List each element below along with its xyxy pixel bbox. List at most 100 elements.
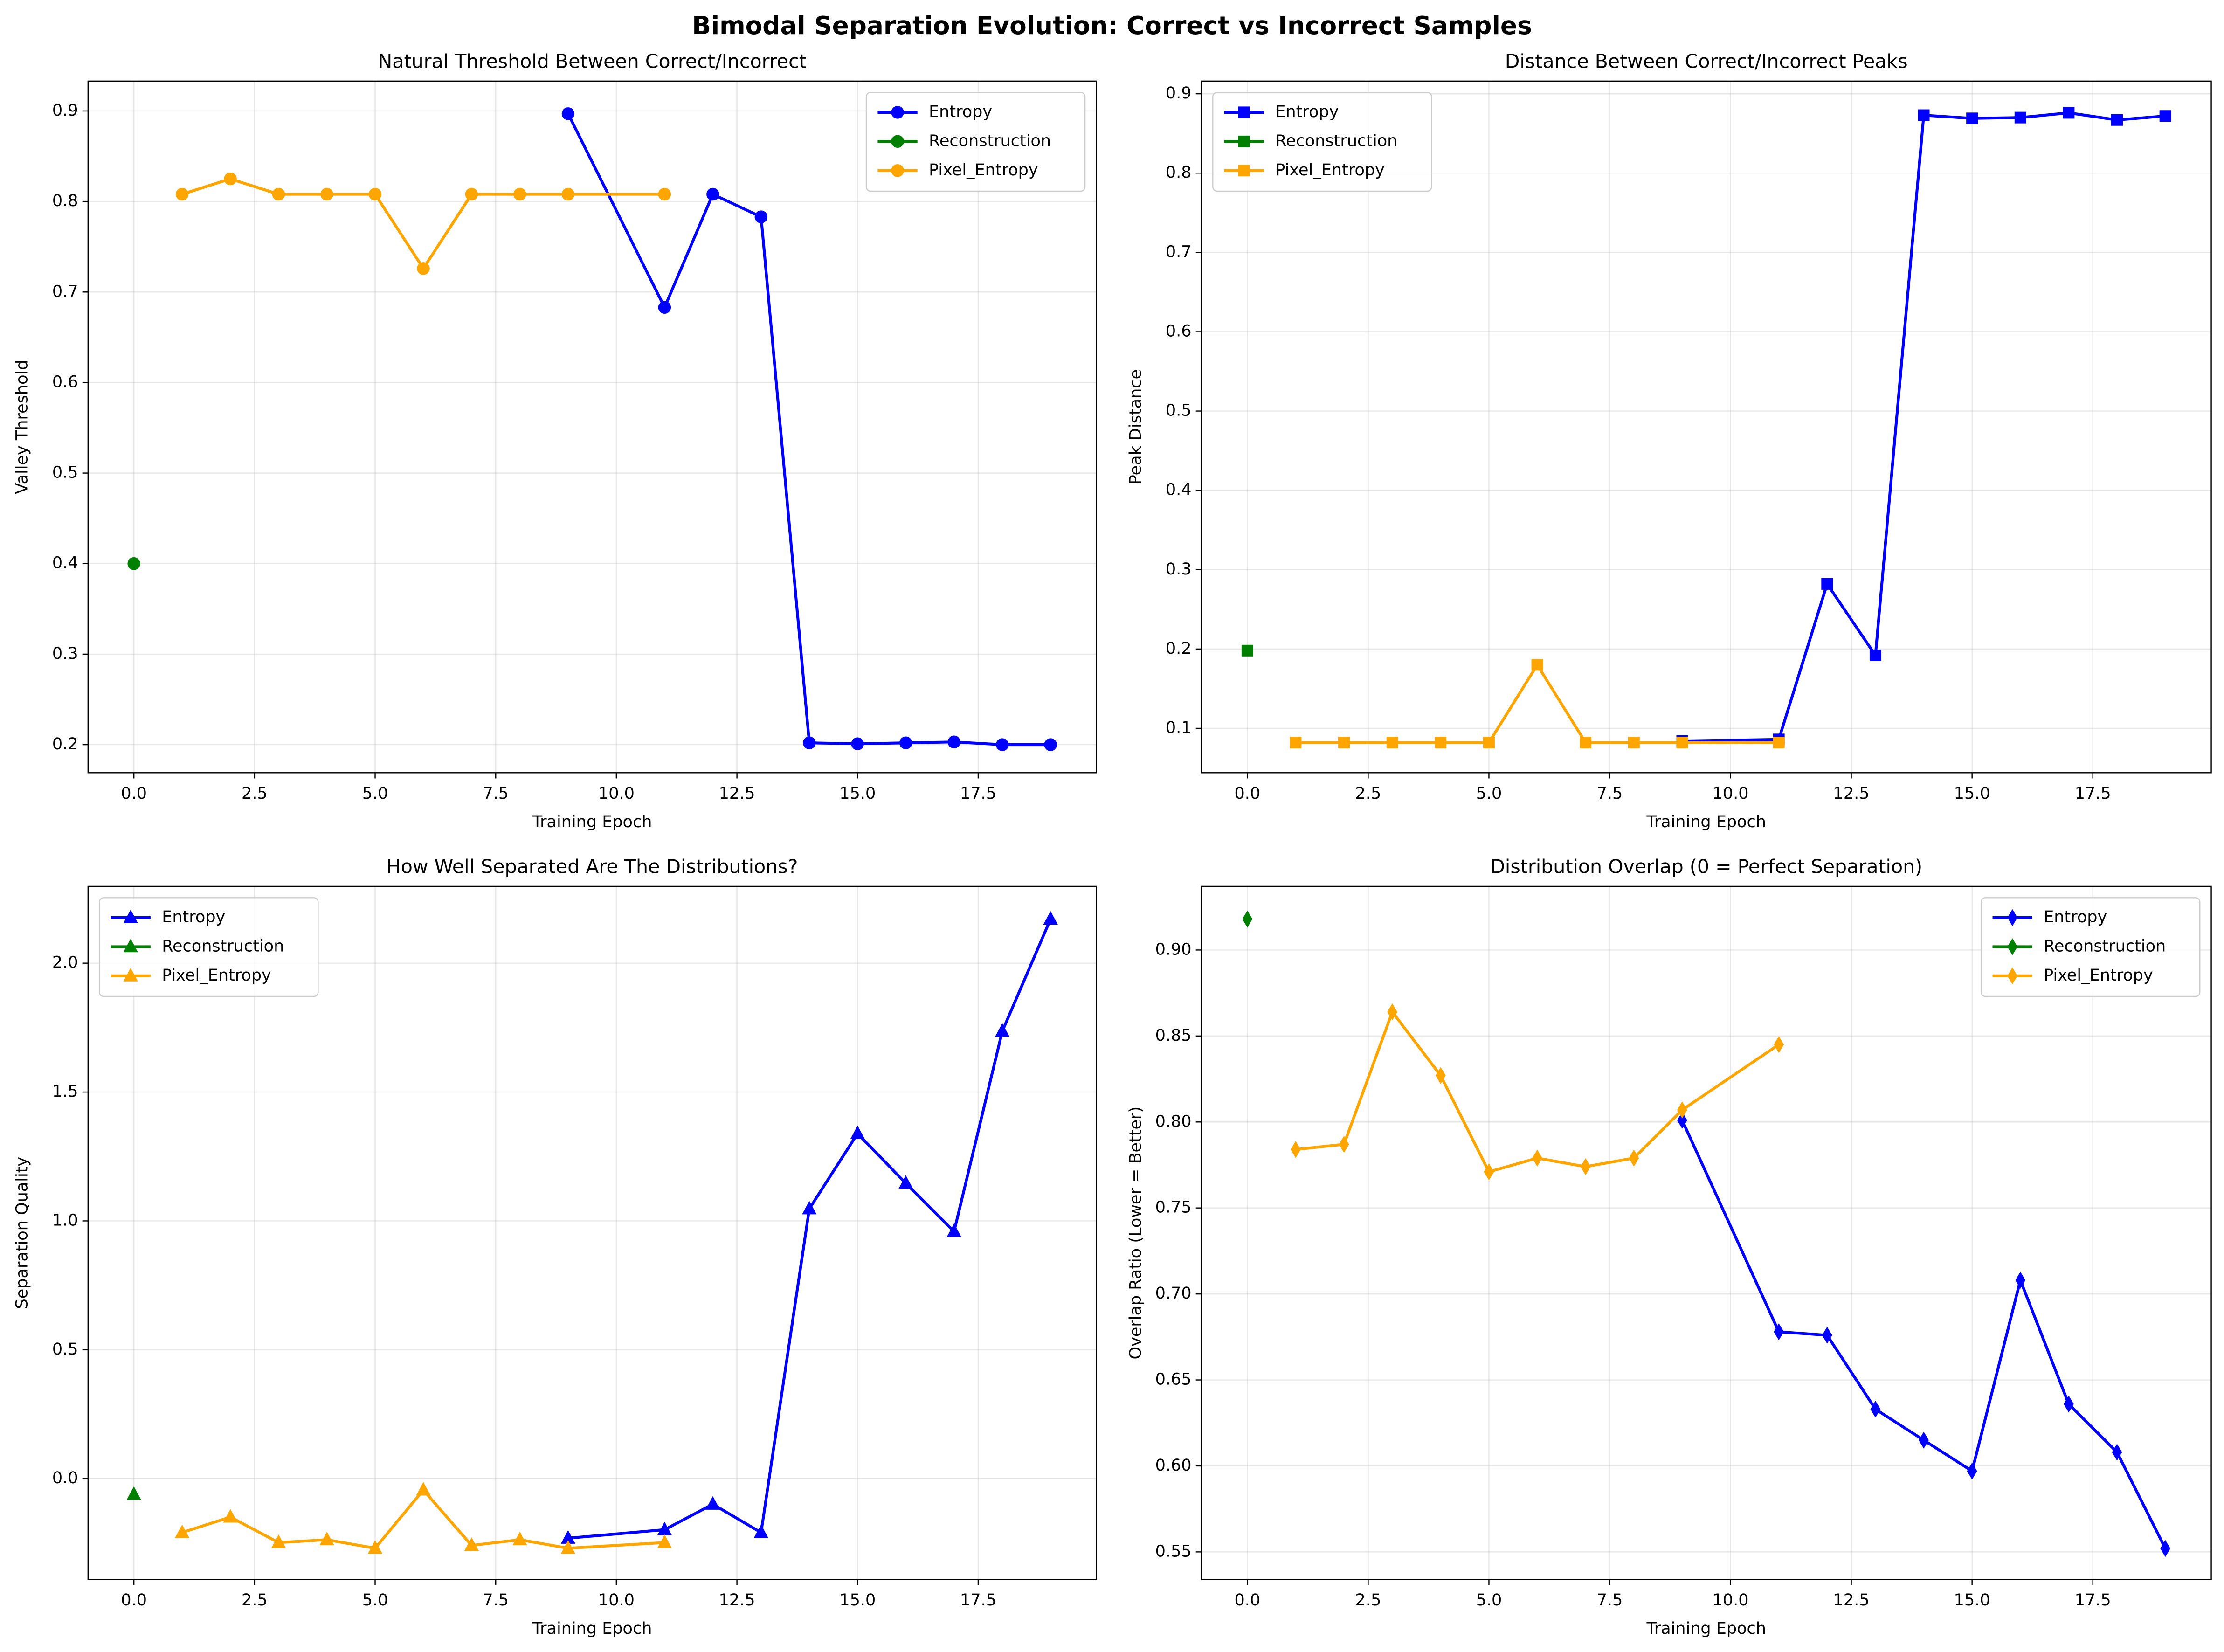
data-point xyxy=(1677,1101,1687,1119)
data-point xyxy=(126,1486,141,1500)
data-point xyxy=(2063,1395,2074,1413)
data-point xyxy=(272,187,285,201)
x-tick-label: 7.5 xyxy=(1597,784,1623,803)
data-line xyxy=(568,918,1052,1540)
legend-marker xyxy=(1238,106,1250,118)
data-point xyxy=(1532,1149,1542,1167)
y-axis-label: Separation Quality xyxy=(13,1157,32,1309)
legend-box xyxy=(865,92,1086,192)
data-point xyxy=(174,1524,190,1538)
data-point xyxy=(1869,650,1881,661)
data-point xyxy=(1241,644,1253,657)
x-tick-label: 10.0 xyxy=(1713,1590,1749,1610)
data-point xyxy=(224,172,237,186)
data-point xyxy=(753,1524,768,1538)
x-tick-label: 2.5 xyxy=(242,784,268,803)
data-point xyxy=(513,187,526,201)
data-point xyxy=(416,1482,431,1496)
data-point xyxy=(1435,1067,1446,1084)
legend-label: Entropy xyxy=(162,907,225,926)
data-point xyxy=(1967,1462,1977,1480)
y-tick-label: 0.7 xyxy=(1166,242,1192,261)
x-axis-label: Training Epoch xyxy=(532,1619,652,1638)
legend-label: Reconstruction xyxy=(1275,131,1397,150)
data-point xyxy=(1387,1003,1398,1021)
y-tick-label: 0.8 xyxy=(1166,163,1192,182)
data-point xyxy=(1435,737,1447,749)
legend-marker xyxy=(891,106,904,119)
data-line xyxy=(1682,111,2166,743)
x-tick-label: 15.0 xyxy=(839,1590,876,1610)
y-tick-label: 0.5 xyxy=(52,1340,78,1359)
legend-box xyxy=(1980,897,2201,997)
legend-marker xyxy=(2007,938,2018,955)
y-tick-label: 1.0 xyxy=(52,1210,78,1230)
data-point xyxy=(1580,737,1592,749)
data-point xyxy=(2014,111,2026,124)
data-point xyxy=(1628,737,1640,749)
data-point xyxy=(1338,737,1350,749)
data-point xyxy=(947,735,960,748)
data-point xyxy=(367,1540,383,1554)
data-point xyxy=(1919,1431,1929,1449)
data-point xyxy=(1580,1158,1591,1175)
legend-label: Entropy xyxy=(1275,102,1339,121)
subplot-title: Natural Threshold Between Correct/Incorr… xyxy=(378,50,807,72)
y-tick-label: 0.3 xyxy=(52,644,78,663)
legend-label: Pixel_Entropy xyxy=(929,160,1038,180)
x-tick-label: 7.5 xyxy=(483,784,509,803)
y-tick-label: 0.2 xyxy=(1166,639,1192,658)
x-tick-label: 2.5 xyxy=(1355,1590,1381,1610)
subplot-title: Distance Between Correct/Incorrect Peaks xyxy=(1505,50,1908,72)
y-tick-label: 0.65 xyxy=(1155,1370,1192,1389)
legend-marker xyxy=(123,968,138,982)
data-point xyxy=(1531,659,1543,671)
data-point xyxy=(850,1125,865,1139)
data-point xyxy=(898,1175,913,1189)
y-tick-label: 0.80 xyxy=(1155,1112,1192,1131)
data-point xyxy=(1290,737,1302,749)
data-point xyxy=(1386,737,1398,749)
data-point xyxy=(899,736,912,749)
legend-box xyxy=(99,897,319,997)
figure-title: Bimodal Separation Evolution: Correct vs… xyxy=(692,11,1532,40)
y-tick-label: 0.5 xyxy=(52,463,78,482)
data-point xyxy=(320,187,333,201)
data-point xyxy=(1870,1401,1881,1418)
data-point xyxy=(657,1521,672,1535)
legend-label: Pixel_Entropy xyxy=(1275,160,1385,180)
data-point xyxy=(802,1201,817,1215)
x-tick-label: 0.0 xyxy=(121,784,147,803)
x-tick-label: 17.5 xyxy=(2075,784,2111,803)
legend-marker xyxy=(891,135,904,148)
data-point xyxy=(1774,1323,1784,1341)
y-tick-label: 0.70 xyxy=(1155,1284,1192,1303)
data-point xyxy=(1339,1136,1349,1153)
legend-box xyxy=(1212,92,1432,192)
y-tick-label: 0.8 xyxy=(52,191,78,210)
x-tick-label: 15.0 xyxy=(1954,1590,1990,1610)
data-point xyxy=(658,187,671,201)
x-tick-label: 12.5 xyxy=(1833,784,1870,803)
x-tick-label: 17.5 xyxy=(960,784,996,803)
data-point xyxy=(1629,1149,1639,1167)
data-point xyxy=(658,301,671,314)
x-axis-label: Training Epoch xyxy=(1646,812,1766,831)
legend-label: Reconstruction xyxy=(162,936,284,955)
data-point xyxy=(368,187,382,201)
legend-marker xyxy=(2007,909,2018,926)
plot-frame xyxy=(87,80,1097,774)
y-tick-label: 0.7 xyxy=(52,282,78,301)
data-point xyxy=(1774,1036,1784,1053)
data-point xyxy=(1483,737,1495,749)
legend-label: Reconstruction xyxy=(2044,936,2166,955)
x-tick-label: 10.0 xyxy=(598,1590,635,1610)
y-tick-label: 0.9 xyxy=(52,101,78,120)
legend-marker xyxy=(123,909,138,923)
y-tick-label: 0.4 xyxy=(52,553,78,573)
data-point xyxy=(1676,737,1688,749)
y-tick-label: 0.60 xyxy=(1155,1456,1192,1475)
